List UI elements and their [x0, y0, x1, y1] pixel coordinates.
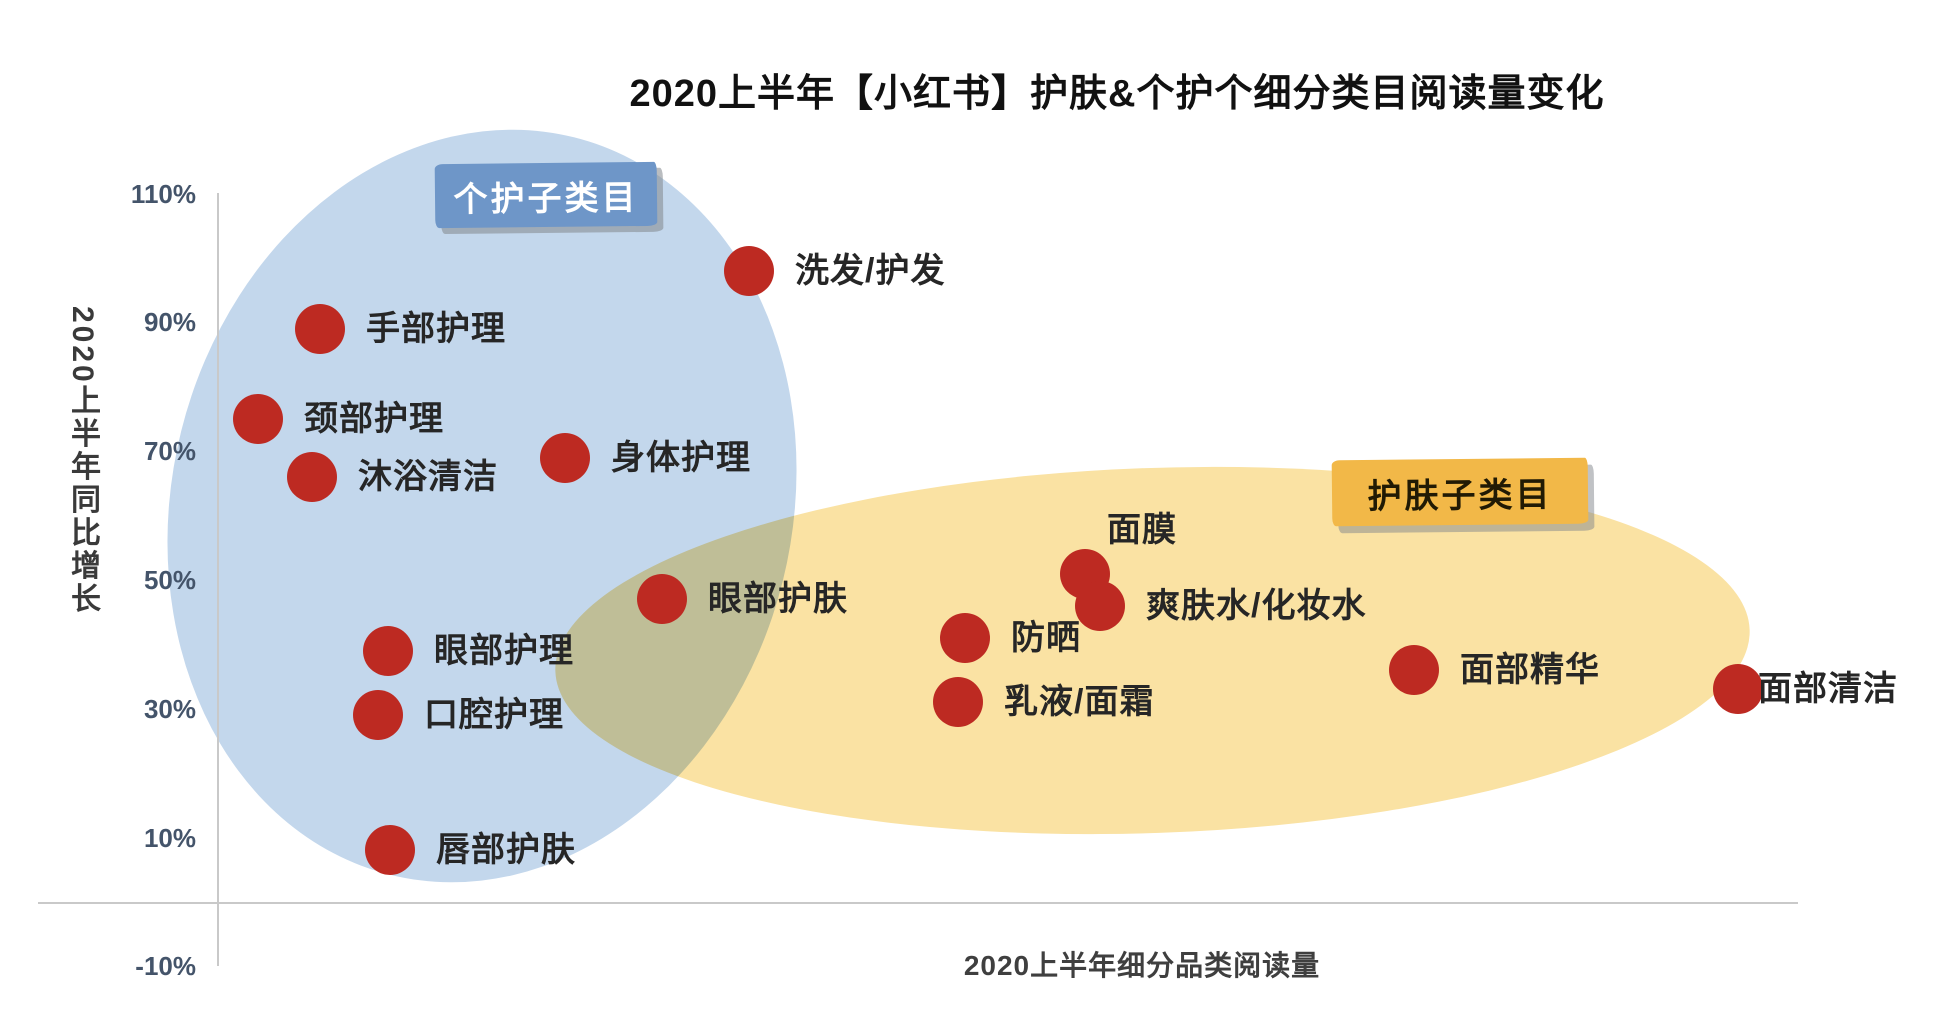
y-tick-label: -10% [135, 951, 196, 982]
y-tick-label: 90% [143, 307, 196, 338]
scatter-label: 颈部护理 [304, 400, 444, 438]
y-tick-label: 50% [143, 565, 196, 595]
personal-care-badge: 个护子类目 [434, 161, 658, 229]
scatter-dot [540, 432, 590, 483]
scatter-dot [1713, 664, 1763, 715]
scatter-dot [353, 690, 403, 741]
scatter-label: 身体护理 [611, 438, 751, 477]
scatter-dot [940, 612, 990, 663]
scatter-dot [365, 825, 415, 876]
scatter-dot [1389, 645, 1439, 696]
scatter-dot [637, 574, 687, 625]
y-tick-label: 110% [130, 178, 196, 209]
scatter-label: 面部精华 [1460, 651, 1600, 690]
scatter-label: 面膜 [1107, 510, 1177, 549]
scatter-dot [1075, 580, 1125, 631]
scatter-dot [233, 394, 283, 444]
scatter-label: 乳液/面霜 [1004, 683, 1155, 722]
y-tick-label: 30% [143, 693, 196, 724]
y-tick-label: 70% [143, 436, 196, 467]
scatter-dot [287, 451, 337, 502]
scatter-label: 手部护理 [366, 309, 506, 348]
x-axis-line [38, 902, 1798, 904]
scatter-label: 眼部护肤 [708, 580, 848, 619]
chart-title: 2020上半年【小红书】护肤&个护个细分类目阅读量变化 [629, 73, 1605, 115]
scatter-label: 眼部护理 [434, 631, 574, 670]
y-tick-label: 10% [143, 822, 196, 853]
scatter-dot [295, 303, 345, 354]
skincare-badge: 护肤子类目 [1331, 457, 1589, 527]
scatter-label: 口腔护理 [424, 696, 564, 735]
scatter-label: 爽肤水/化妆水 [1146, 586, 1367, 625]
y-axis-line [217, 193, 219, 966]
scatter-label: 面部清洁 [1758, 670, 1898, 709]
y-axis-title: 2020上半年同比增长 [66, 306, 99, 616]
scatter-label: 唇部护肤 [436, 831, 576, 870]
scatter-dot [933, 677, 983, 728]
scatter-label: 沐浴清洁 [358, 457, 498, 496]
scatter-label: 防晒 [1011, 618, 1081, 657]
x-axis-title: 2020上半年细分品类阅读量 [963, 950, 1321, 981]
scatter-label: 洗发/护发 [795, 251, 946, 290]
scatter-dot [363, 625, 413, 676]
scatter-dot [724, 245, 774, 296]
